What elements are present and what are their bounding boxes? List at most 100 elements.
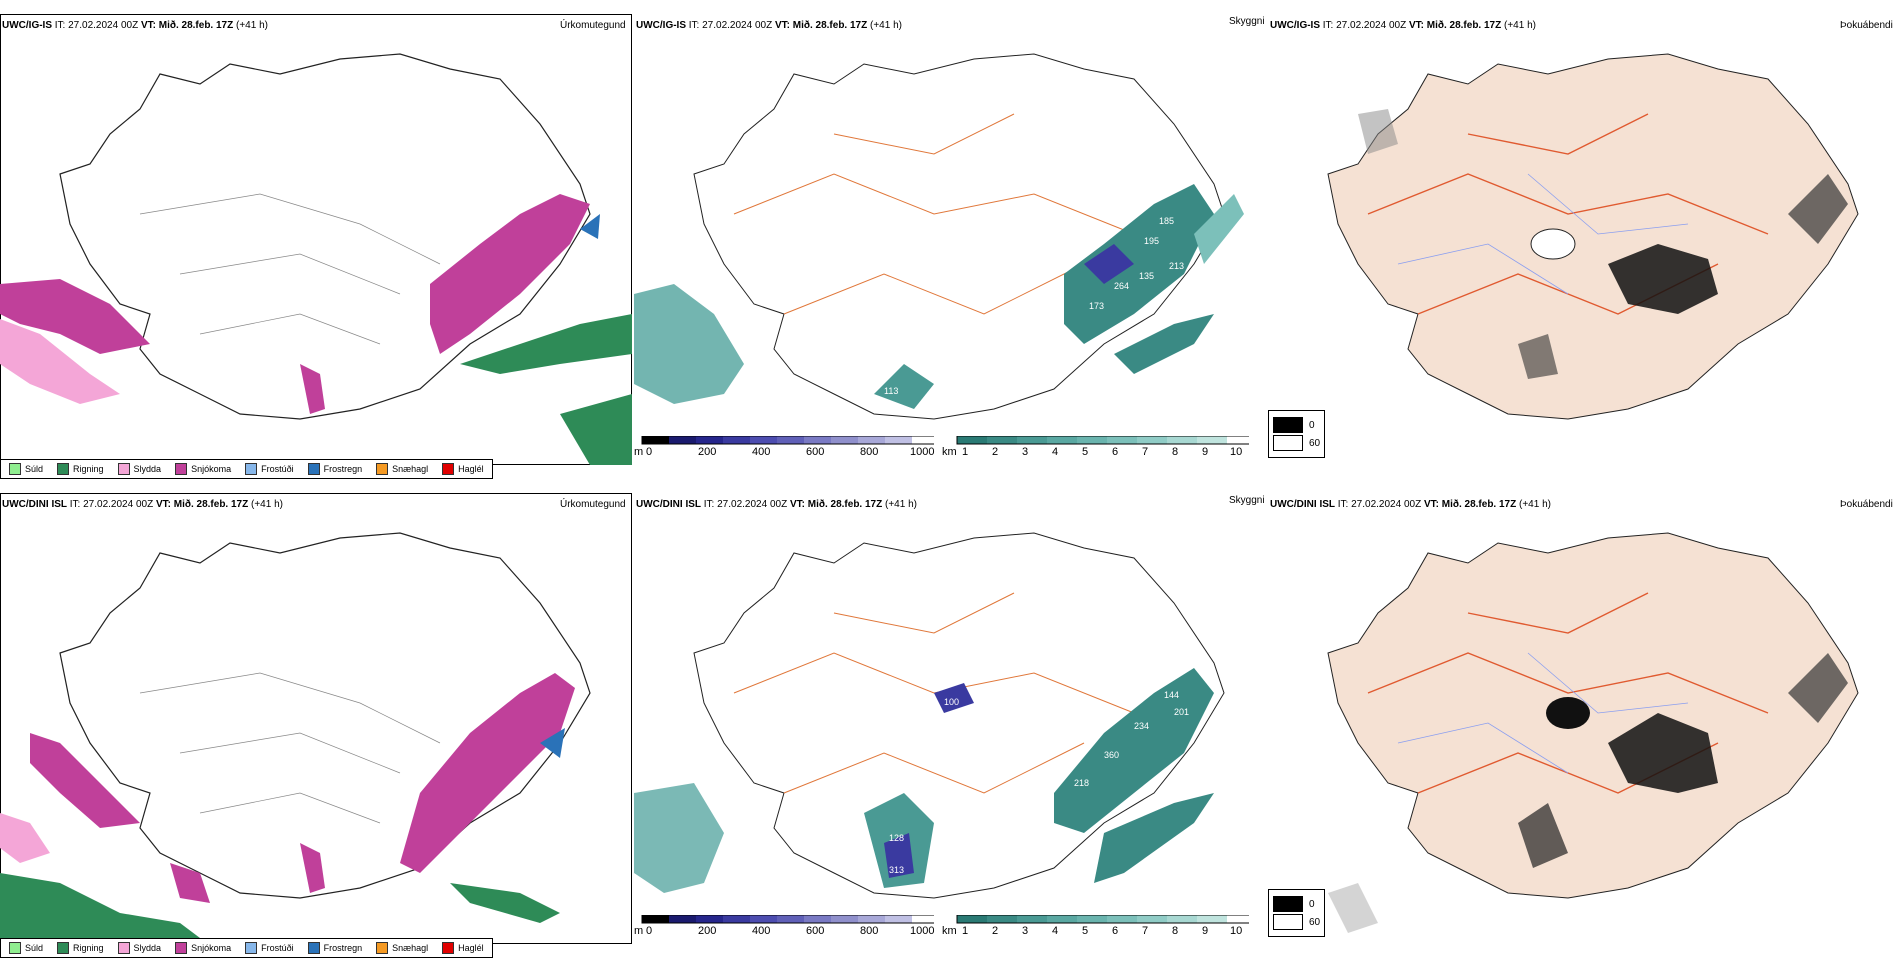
legend-swatch (9, 942, 21, 954)
legend-swatch (1273, 914, 1303, 930)
fog-legend: 0 60 (1268, 889, 1326, 937)
panel-header: UWC/DINI ISL IT: 27.02.2024 00Z VT: Mið.… (636, 499, 917, 510)
panel-title: Þokuábendi (1840, 20, 1893, 31)
colorbar-tick: 600 (806, 925, 825, 937)
colorbar-unit: km (942, 925, 957, 937)
panel-header: UWC/IG-IS IT: 27.02.2024 00Z VT: Mið. 28… (2, 20, 268, 31)
legend-item: Snæhagl (376, 942, 428, 954)
fog-legend: 0 60 (1268, 410, 1326, 458)
fog-panel-dini: UWC/DINI ISL IT: 27.02.2024 00Z VT: Mið.… (1268, 493, 1900, 958)
legend-swatch (376, 463, 389, 475)
colorbar-tick: 200 (698, 446, 717, 458)
colorbar-tick: 4 (1052, 446, 1059, 458)
precip-legend: Súld Rigning Slydda Snjókoma Frostúði Fr… (0, 938, 493, 958)
legend-swatch (442, 463, 455, 475)
legend-item: 0 (1273, 896, 1320, 912)
colorbar-tick: 6 (1112, 925, 1119, 937)
legend-swatch (175, 942, 188, 954)
cloud-panel-dini: 100 144 201 234 360 218 128 313 UWC/DINI… (634, 493, 1266, 958)
fog-map-dini (1327, 532, 1859, 933)
panel-title: Úrkomutegund (560, 499, 626, 510)
legend-swatch (245, 942, 258, 954)
legend-item: Rigning (57, 942, 104, 954)
colorbar-tick: 4 (1052, 925, 1059, 937)
map-label: 144 (1164, 690, 1179, 700)
colorbar-tick: 1 (962, 446, 969, 458)
legend-item: 60 (1273, 914, 1320, 930)
colorbar-tick: 5 (1082, 446, 1089, 458)
legend-swatch (307, 942, 320, 954)
map-label: 201 (1174, 707, 1189, 717)
colorbar-tick: 5 (1082, 925, 1089, 937)
colorbar-tick: 200 (698, 925, 717, 937)
legend-item: Frostúði (245, 463, 294, 475)
cloud-map-dini: 100 144 201 234 360 218 128 313 (634, 532, 1225, 899)
panel-title: Skyggni (1229, 16, 1265, 27)
panel-header: UWC/DINI ISL IT: 27.02.2024 00Z VT: Mið.… (1270, 499, 1551, 510)
colorbar-unit: m (634, 925, 644, 937)
colorbar-tick: 800 (860, 925, 879, 937)
legend-swatch (175, 463, 188, 475)
legend-item: Súld (9, 463, 43, 475)
colorbar-tick: 1000 (910, 925, 935, 937)
colorbar-tick: 1000 (910, 446, 935, 458)
legend-item: Haglél (442, 463, 484, 475)
colorbar-tick: 800 (860, 446, 879, 458)
legend-swatch (1273, 417, 1303, 433)
precip-legend: Súld Rigning Slydda Snjókoma Frostúði Fr… (0, 459, 493, 479)
legend-swatch (9, 463, 21, 475)
legend-item: Slydda (117, 942, 161, 954)
map-label: 360 (1104, 750, 1119, 760)
colorbar-tick: 8 (1172, 446, 1179, 458)
colorbar-tick: 600 (806, 446, 825, 458)
rain-area (460, 314, 632, 374)
legend-item: Snjókoma (175, 942, 231, 954)
legend-item: Frostregn (307, 463, 362, 475)
fog-map-ig (1327, 53, 1859, 420)
panel-header: UWC/IG-IS IT: 27.02.2024 00Z VT: Mið. 28… (636, 20, 902, 31)
legend-item: 0 (1273, 417, 1320, 433)
legend-swatch (1273, 896, 1303, 912)
legend-swatch (117, 463, 130, 475)
colorbar-km (949, 914, 1258, 928)
panel-title: Úrkomutegund (560, 20, 626, 31)
colorbar-tick: 0 (646, 446, 653, 458)
colorbar-tick: 2 (992, 925, 999, 937)
colorbar-unit: m (634, 446, 644, 458)
legend-item: Frostregn (307, 942, 362, 954)
panel-header: UWC/DINI ISL IT: 27.02.2024 00Z VT: Mið.… (2, 499, 283, 510)
legend-swatch (57, 463, 70, 475)
legend-swatch (442, 942, 455, 954)
panel-title: Þokuábendi (1840, 499, 1893, 510)
colorbar-tick: 10 (1230, 925, 1243, 937)
precip-map-ig (0, 14, 632, 465)
legend-item: 60 (1273, 435, 1320, 451)
legend-item: Frostúði (245, 942, 294, 954)
map-label: 135 (1139, 271, 1154, 281)
colorbar-tick: 10 (1230, 446, 1243, 458)
legend-item: Rigning (57, 463, 104, 475)
snow-area (0, 279, 150, 354)
map-label: 113 (884, 386, 898, 396)
cloud-map-ig: 195 213 185 135 264 173 113 (634, 53, 1244, 420)
map-label: 218 (1074, 778, 1089, 788)
map-label: 264 (1114, 281, 1129, 291)
colorbar-tick: 8 (1172, 925, 1179, 937)
legend-item: Súld (9, 942, 43, 954)
map-label: 234 (1134, 721, 1149, 731)
colorbar-m (634, 914, 943, 928)
panel-title: Skyggni (1229, 495, 1265, 506)
precip-panel-ig: UWC/IG-IS IT: 27.02.2024 00Z VT: Mið. 28… (0, 14, 632, 479)
precip-panel-dini: UWC/DINI ISL IT: 27.02.2024 00Z VT: Mið.… (0, 493, 632, 958)
map-label: 313 (889, 865, 904, 875)
legend-item: Snjókoma (175, 463, 231, 475)
legend-swatch (307, 463, 320, 475)
colorbar-tick: 1 (962, 925, 969, 937)
colorbar-tick: 7 (1142, 446, 1149, 458)
map-label: 100 (944, 697, 959, 707)
legend-item: Haglél (442, 942, 484, 954)
legend-swatch (1273, 435, 1303, 451)
legend-swatch (117, 942, 130, 954)
precip-map-dini (0, 493, 632, 944)
map-label: 213 (1169, 261, 1184, 271)
